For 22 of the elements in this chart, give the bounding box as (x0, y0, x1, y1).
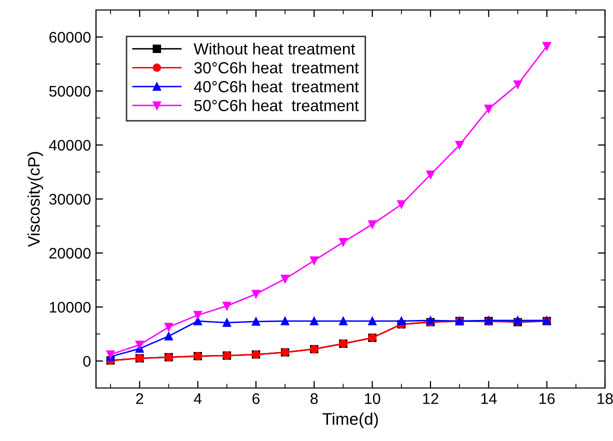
x-tick-label: 2 (136, 393, 144, 404)
x-tick-label: 6 (252, 393, 260, 404)
y-tick-label: 0 (83, 356, 91, 367)
y-tick-label: 40000 (49, 140, 91, 151)
y-axis-title: Viscosity(cP) (28, 152, 44, 247)
x-tick-label: 4 (194, 393, 202, 404)
legend-label: Without heat treatment (194, 42, 356, 55)
x-tick-label: 16 (540, 393, 555, 404)
y-tick-label: 60000 (49, 32, 91, 43)
x-tick-label: 14 (481, 393, 497, 404)
y-tick-label: 10000 (50, 302, 91, 313)
y-tick-label: 20000 (49, 248, 91, 259)
legend-label: 30°C6h heat treatment (194, 62, 359, 74)
legend-label: 50°C6h heat treatment (194, 99, 359, 112)
x-tick-label: 8 (310, 393, 318, 404)
legend-label: 40°C6h heat treatment (194, 80, 359, 92)
x-tick-label: 18 (598, 393, 613, 404)
x-axis-title: Time(d) (322, 412, 378, 428)
x-tick-label: 12 (423, 393, 438, 404)
x-tick-label: 10 (364, 393, 380, 404)
y-tick-label: 50000 (49, 86, 91, 97)
y-tick-label: 30000 (49, 194, 91, 205)
